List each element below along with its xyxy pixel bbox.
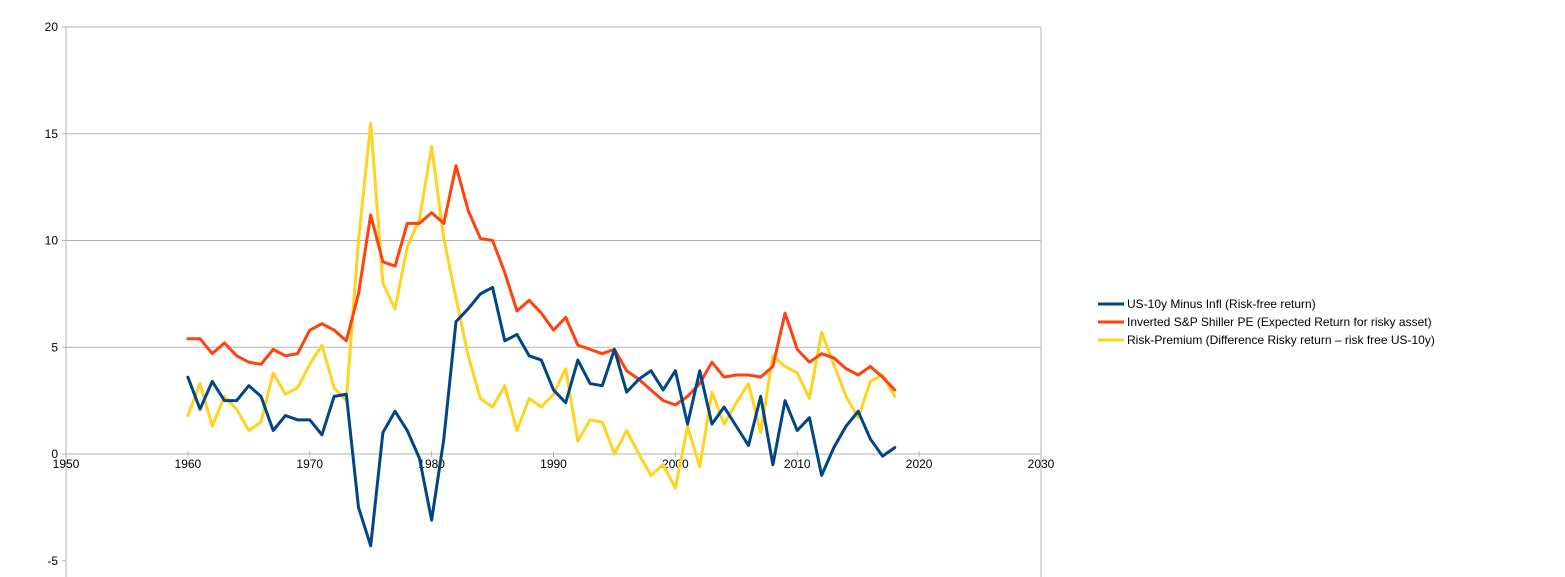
plot-frame — [62, 26, 1042, 577]
legend-label-2: Risk-Premium (Difference Risky return – … — [1127, 333, 1435, 347]
x-tick-label: 1960 — [175, 457, 202, 471]
y-tick-label: 20 — [45, 20, 59, 34]
legend-label-0: US-10y Minus Infl (Risk-free return) — [1127, 297, 1316, 311]
x-tick-label: 1950 — [53, 457, 80, 471]
series-line-0 — [186, 285, 897, 548]
y-tick-label: 10 — [45, 234, 59, 248]
y-tick-label: -5 — [47, 554, 58, 568]
x-axis-tick-labels: 1950 1960 1970 1980 1990 2000 2010 2020 2030 — [53, 457, 1055, 471]
plot-area — [66, 27, 1041, 577]
x-tick-label: 2020 — [906, 457, 933, 471]
series-lines — [186, 121, 897, 548]
series-line-1 — [186, 164, 897, 407]
legend: US-10y Minus Infl (Risk-free return) Inve… — [1098, 297, 1435, 347]
y-tick-label: 0 — [51, 447, 58, 461]
series-line-2 — [186, 121, 897, 490]
legend-label-1: Inverted S&P Shiller PE (Expected Return… — [1127, 315, 1432, 329]
y-axis-tick-labels: -5 0 5 10 15 20 — [45, 20, 59, 568]
x-tick-label: 2030 — [1028, 457, 1055, 471]
y-tick-label: 15 — [45, 127, 59, 141]
y-tick-label: 5 — [51, 340, 58, 354]
x-tick-label: 1990 — [540, 457, 567, 471]
x-tick-label: 2010 — [784, 457, 811, 471]
x-tick-label: 1970 — [296, 457, 323, 471]
